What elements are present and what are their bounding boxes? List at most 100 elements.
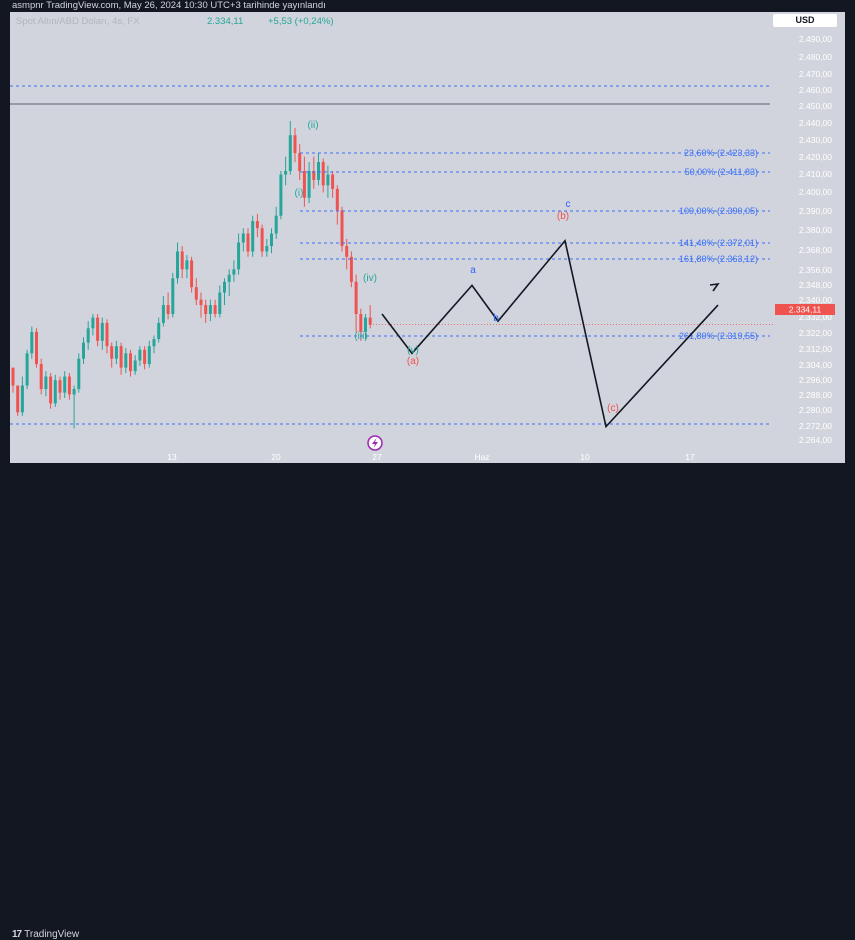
- price-axis-tick-label: 2.332,00: [799, 312, 832, 322]
- tradingview-brand: TradingView: [24, 929, 80, 940]
- candle-body: [237, 242, 241, 270]
- candle-body: [49, 376, 53, 404]
- flash-event-marker[interactable]: [367, 435, 383, 451]
- wave-label: c: [566, 199, 571, 210]
- candle-body: [11, 367, 15, 386]
- fib-level-label: 100,00% (2.390,05): [679, 206, 758, 216]
- fib-level-label: 23,60% (2.423,33): [684, 148, 758, 158]
- price-axis-tick-label: 2.440,00: [799, 118, 832, 128]
- candle-body: [317, 162, 320, 180]
- candle-body: [124, 353, 128, 368]
- candle-body: [208, 305, 212, 314]
- price-axis-tick-label: 2.460,00: [799, 85, 832, 95]
- wave-label: (v): [407, 345, 419, 356]
- candle-body: [326, 174, 330, 186]
- price-axis-tick-label: 2.272,00: [799, 421, 832, 431]
- candle-body: [270, 233, 273, 247]
- candle-body: [364, 317, 367, 332]
- price-axis-tick-label: 2.470,00: [799, 69, 832, 79]
- time-axis-tick-label: 20: [271, 452, 281, 462]
- candle-body: [288, 135, 292, 171]
- price-axis-tick-label: 2.280,00: [799, 405, 832, 415]
- candle-body: [185, 260, 189, 270]
- price-axis-tick-label: 2.304,00: [799, 360, 832, 370]
- price-axis-tick-label: 2.340,00: [799, 295, 832, 305]
- candle-body: [25, 353, 29, 386]
- tradingview-logo-mark: 17: [12, 929, 22, 940]
- candle-body: [335, 188, 339, 211]
- candle-body: [279, 174, 283, 216]
- candle-body: [199, 299, 203, 306]
- candles-layer: [11, 120, 372, 429]
- wave-label: (i): [295, 188, 304, 199]
- fib-level-label: 141,40% (2.372,01): [679, 238, 758, 248]
- candle-body: [161, 305, 165, 323]
- wave-labels-layer: (i) (ii) (iii) (iv) (v)(a) a b c(b) (c): [295, 120, 619, 414]
- candle-body: [331, 174, 335, 189]
- time-axis-tick-label: 17: [685, 452, 695, 462]
- price-axis-tick-label: 2.450,00: [799, 101, 832, 111]
- candle-body: [321, 162, 325, 186]
- candle-body: [265, 246, 269, 252]
- tradingview-logo[interactable]: 17 TradingView: [12, 929, 79, 940]
- symbol-name: Spot Altın/ABD Doları, 4s, FX: [16, 16, 140, 27]
- candle-body: [152, 339, 156, 347]
- candle-body: [204, 305, 208, 314]
- wave-label: (ii): [307, 120, 318, 131]
- price-axis-tick-label: 2.480,00: [799, 52, 832, 62]
- price-axis-tick-label: 2.430,00: [799, 135, 832, 145]
- candle-body: [157, 322, 161, 340]
- price-axis-tick-label: 2.322,00: [799, 328, 832, 338]
- price-axis-tick-label: 2.420,00: [799, 152, 832, 162]
- candle-body: [143, 349, 147, 365]
- candle-body: [100, 322, 104, 341]
- candle-body: [218, 292, 222, 314]
- candle-body: [190, 260, 194, 288]
- attribution-text: asmpnr TradingView.com, May 26, 2024 10:…: [12, 0, 326, 11]
- candle-body: [255, 221, 259, 229]
- candle-body: [53, 380, 57, 404]
- candle-body: [39, 364, 43, 390]
- candle-body: [171, 278, 175, 314]
- bottom-bar: 17 TradingView: [0, 463, 855, 940]
- current-price-tag: 2.334,11: [775, 304, 835, 315]
- price-axis-tick-label: 2.356,00: [799, 265, 832, 275]
- candle-body: [129, 353, 132, 372]
- candle-body: [96, 317, 100, 341]
- chart-svg[interactable]: 23,60% (2.423,33) 50,00% (2.411,83) 100,00…: [10, 12, 845, 463]
- candle-body: [30, 331, 34, 354]
- candle-body: [67, 376, 71, 395]
- candle-body: [251, 221, 255, 252]
- fib-level-label: 261,80% (2.319,55): [679, 331, 758, 341]
- candle-body: [368, 317, 372, 325]
- price-axis-tick-label: 2.348,00: [799, 280, 832, 290]
- time-axis-tick-label: 13: [167, 452, 177, 462]
- candle-body: [166, 305, 170, 314]
- candle-body: [20, 385, 24, 413]
- candle-body: [232, 269, 236, 275]
- fib-level-label: 50,00% (2.411,83): [685, 167, 758, 177]
- candle-body: [274, 215, 278, 234]
- candle-body: [241, 233, 245, 243]
- price-axis-tick-label: 2.390,00: [799, 206, 832, 216]
- currency-button[interactable]: USD: [773, 14, 837, 27]
- symbol-change: +5,53 (+0,24%): [268, 16, 334, 27]
- candle-body: [349, 256, 353, 282]
- price-axis-tick-label: 2.410,00: [799, 169, 832, 179]
- candle-body: [86, 328, 90, 343]
- time-axis-tick-label: Haz: [474, 452, 489, 462]
- candle-body: [91, 317, 95, 329]
- wave-label: (c): [607, 403, 619, 414]
- price-axis-layer: 2.490,00 2.480,00 2.470,00 2.460,00 2.450,00…: [799, 34, 832, 445]
- time-axis-layer: 13 20 27 Haz 10 17: [167, 452, 695, 462]
- candle-body: [260, 228, 264, 252]
- candle-body: [35, 331, 38, 365]
- candle-body: [312, 171, 316, 180]
- candle-body: [298, 153, 302, 171]
- candle-body: [114, 346, 118, 359]
- candle-body: [354, 281, 358, 314]
- chart-area[interactable]: 23,60% (2.423,33) 50,00% (2.411,83) 100,00…: [10, 12, 845, 463]
- wave-label: a: [470, 265, 476, 276]
- price-axis-tick-label: 2.490,00: [799, 34, 832, 44]
